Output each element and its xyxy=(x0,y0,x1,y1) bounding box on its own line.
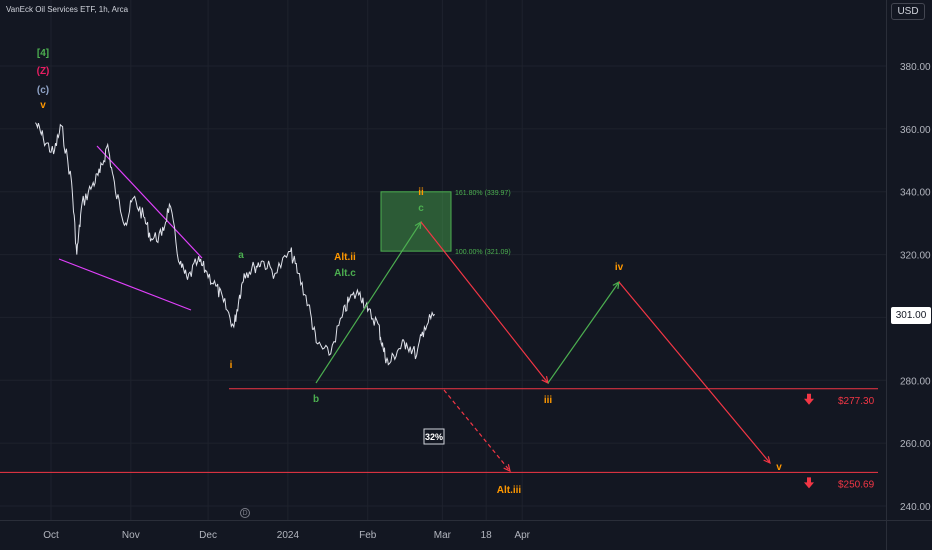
wave-label: Alt.iii xyxy=(497,485,522,496)
wave-label: a xyxy=(238,250,244,261)
support-level-label: $277.30 xyxy=(838,396,875,407)
projection-up-c xyxy=(315,221,422,384)
wave-label: iv xyxy=(615,262,624,273)
price-line xyxy=(35,122,436,366)
down-arrow-icon xyxy=(804,477,814,489)
probability-label: 32% xyxy=(425,432,443,442)
wedge-lower-line xyxy=(58,258,192,311)
x-tick-label: Mar xyxy=(434,530,452,541)
wave-label: Alt.c xyxy=(334,268,356,279)
projection-up-iv xyxy=(547,281,620,384)
x-tick-label: Oct xyxy=(43,530,59,541)
wave-label: iii xyxy=(544,395,553,406)
currency-button[interactable]: USD xyxy=(891,3,925,20)
projection-alt-iii-head xyxy=(503,464,511,473)
y-tick-label: 360.00 xyxy=(900,125,931,136)
wave-label: (c) xyxy=(37,85,49,96)
y-tick-label: 320.00 xyxy=(900,251,931,262)
projection-down-v-head xyxy=(763,456,771,465)
projection-alt-iii xyxy=(443,389,511,472)
y-tick-label: 340.00 xyxy=(900,188,931,199)
x-tick-label: Apr xyxy=(514,530,530,541)
wave-label: ii xyxy=(418,187,424,198)
wave-label: Alt.ii xyxy=(334,252,356,263)
down-arrow-icon xyxy=(804,393,814,405)
fib-label-upper: 161.80% (339.97) xyxy=(455,190,511,197)
wave-label: v xyxy=(40,100,46,111)
projection-down-iii xyxy=(420,221,549,384)
x-tick-label: 18 xyxy=(481,530,493,541)
probability-box xyxy=(423,428,445,445)
y-tick-label: 380.00 xyxy=(900,62,931,73)
wedge-upper-line xyxy=(96,145,203,259)
x-tick-label: 2024 xyxy=(277,530,300,541)
wave-label: [4] xyxy=(37,48,49,59)
x-tick-label: Feb xyxy=(359,530,377,541)
chart-title: VanEck Oil Services ETF, 1h, Arca xyxy=(6,5,129,14)
x-tick-label: Nov xyxy=(122,530,140,541)
target-zone xyxy=(380,191,452,252)
info-icon[interactable]: D xyxy=(240,508,250,518)
y-tick-label: 280.00 xyxy=(900,376,931,387)
wave-label: c xyxy=(418,203,424,214)
wave-label: i xyxy=(230,360,233,371)
support-level-label: $250.69 xyxy=(838,479,875,490)
y-tick-label: 240.00 xyxy=(900,502,931,513)
wave-label: v xyxy=(776,462,782,473)
wave-label: b xyxy=(313,394,319,405)
y-tick-label: 260.00 xyxy=(900,439,931,450)
fib-label-lower: 100.00% (321.09) xyxy=(455,249,511,256)
x-tick-label: Dec xyxy=(199,530,217,541)
wave-label: (Z) xyxy=(37,66,50,77)
last-price-tag: 301.00 xyxy=(891,307,931,324)
projection-down-v xyxy=(618,281,771,464)
